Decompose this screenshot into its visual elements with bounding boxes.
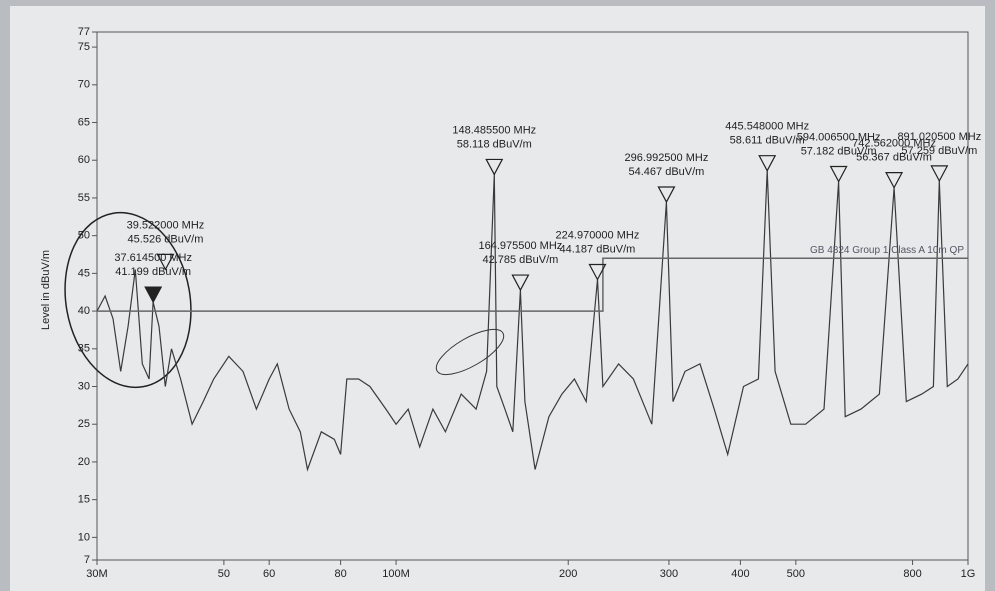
marker-level: 44.187 dBuV/m	[560, 243, 636, 255]
marker-freq: 148.485500 MHz	[452, 124, 536, 136]
y-tick-label: 77	[78, 26, 90, 38]
y-tick-label: 45	[78, 267, 90, 279]
y-tick-label: 20	[78, 456, 90, 468]
y-tick-label: 10	[78, 531, 90, 543]
x-tick-label: 60	[263, 568, 275, 580]
y-tick-label: 75	[78, 41, 90, 53]
y-tick-label: 25	[78, 418, 90, 430]
marker-freq: 37.614500 MHz	[114, 252, 192, 264]
marker-freq: 224.970000 MHz	[556, 229, 640, 241]
paper	[10, 6, 985, 591]
marker-freq: 296.992500 MHz	[625, 152, 709, 164]
marker-level: 58.611 dBuV/m	[730, 135, 805, 147]
marker-level: 45.526 dBuV/m	[128, 233, 204, 245]
y-tick-label: 65	[78, 116, 90, 128]
x-tick-label: 800	[903, 568, 921, 580]
x-tick-label: 80	[335, 568, 347, 580]
marker-freq: 164.975500 MHz	[479, 240, 563, 252]
y-tick-label: 55	[78, 192, 90, 204]
marker-level: 58.118 dBuV/m	[457, 138, 532, 150]
marker-level: 41.199 dBuV/m	[115, 266, 191, 278]
marker-freq: 891.020500 MHz	[897, 131, 981, 143]
x-tick-label: 500	[787, 568, 805, 580]
y-tick-label: 30	[78, 380, 90, 392]
marker-level: 57.259 dBuV/m	[901, 145, 977, 157]
y-tick-label: 60	[78, 154, 90, 166]
y-tick-label: 40	[78, 305, 90, 317]
x-tick-label: 400	[731, 568, 749, 580]
y-axis-label: Level in dBuV/m	[40, 250, 52, 330]
x-tick-label: 1G	[961, 568, 976, 580]
marker-freq: 39.522000 MHz	[127, 219, 205, 231]
y-tick-label: 7	[84, 554, 90, 566]
y-tick-label: 50	[78, 230, 90, 242]
y-tick-label: 35	[78, 343, 90, 355]
x-tick-label: 100M	[382, 568, 410, 580]
x-tick-label: 300	[660, 568, 678, 580]
y-tick-label: 70	[78, 79, 90, 91]
limit-label: GB 4824 Group 1 Class A 10m QP	[810, 245, 964, 256]
y-tick-label: 15	[78, 494, 90, 506]
x-tick-label: 30M	[86, 568, 107, 580]
marker-level: 54.467 dBuV/m	[629, 166, 705, 178]
x-tick-label: 200	[559, 568, 577, 580]
x-tick-label: 50	[218, 568, 230, 580]
marker-level: 42.785 dBuV/m	[482, 254, 558, 266]
chart: Level in dBuV/m 7 10 15 20 25 30 35 40 45 50 55 60 6…	[0, 0, 995, 591]
